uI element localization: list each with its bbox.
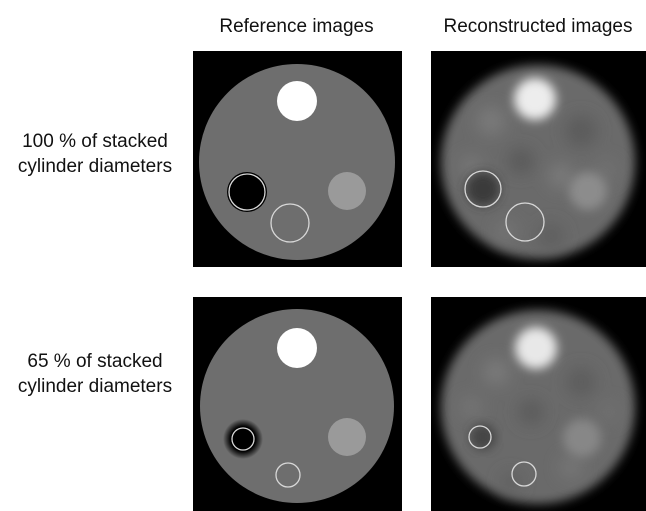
- roi-circle-background: [505, 202, 545, 242]
- reference-image-65-percent: [193, 297, 402, 511]
- roi-circle-background: [275, 462, 301, 488]
- row-label-100-percent: 100 % of stacked cylinder diameters: [0, 129, 190, 179]
- warm-insert: [563, 419, 601, 457]
- noise-texture: [460, 359, 620, 492]
- reference-phantom-65-graphic: [200, 309, 394, 503]
- row-label-line-2: cylinder diameters: [17, 376, 173, 397]
- hot-insert: [514, 78, 556, 120]
- row-label-line-1: 65 % of stacked: [27, 351, 163, 372]
- reconstructed-image-100-percent: [431, 51, 646, 267]
- row-label-line-2: cylinder diameters: [17, 156, 173, 177]
- hot-insert: [277, 328, 317, 368]
- header-reconstructed-images: Reconstructed images: [443, 16, 633, 37]
- hot-insert: [277, 81, 317, 121]
- hot-insert: [515, 327, 557, 369]
- row-label-65-percent: 65 % of stacked cylinder diameters: [0, 349, 190, 399]
- header-reference-images: Reference images: [219, 16, 374, 37]
- noise-texture: [460, 107, 618, 249]
- cold-insert: [466, 172, 500, 206]
- roi-circle-cold: [464, 170, 502, 208]
- reference-phantom-100-graphic: [199, 64, 395, 260]
- reconstructed-image-65-percent: [431, 297, 646, 511]
- roi-circle-cold: [468, 425, 492, 449]
- reconstructed-phantom-65-graphic: [441, 310, 635, 504]
- row-label-line-1: 100 % of stacked: [22, 131, 168, 152]
- warm-insert: [328, 418, 366, 456]
- warm-insert: [328, 172, 366, 210]
- warm-insert: [569, 172, 607, 210]
- roi-circle-background: [270, 203, 310, 243]
- roi-circle-background: [511, 461, 537, 487]
- reference-image-100-percent: [193, 51, 402, 267]
- cold-insert: [227, 172, 267, 212]
- cold-insert: [223, 419, 263, 459]
- roi-circle-cold: [231, 427, 255, 451]
- reconstructed-phantom-100-graphic: [441, 65, 635, 259]
- roi-circle-cold: [228, 173, 266, 211]
